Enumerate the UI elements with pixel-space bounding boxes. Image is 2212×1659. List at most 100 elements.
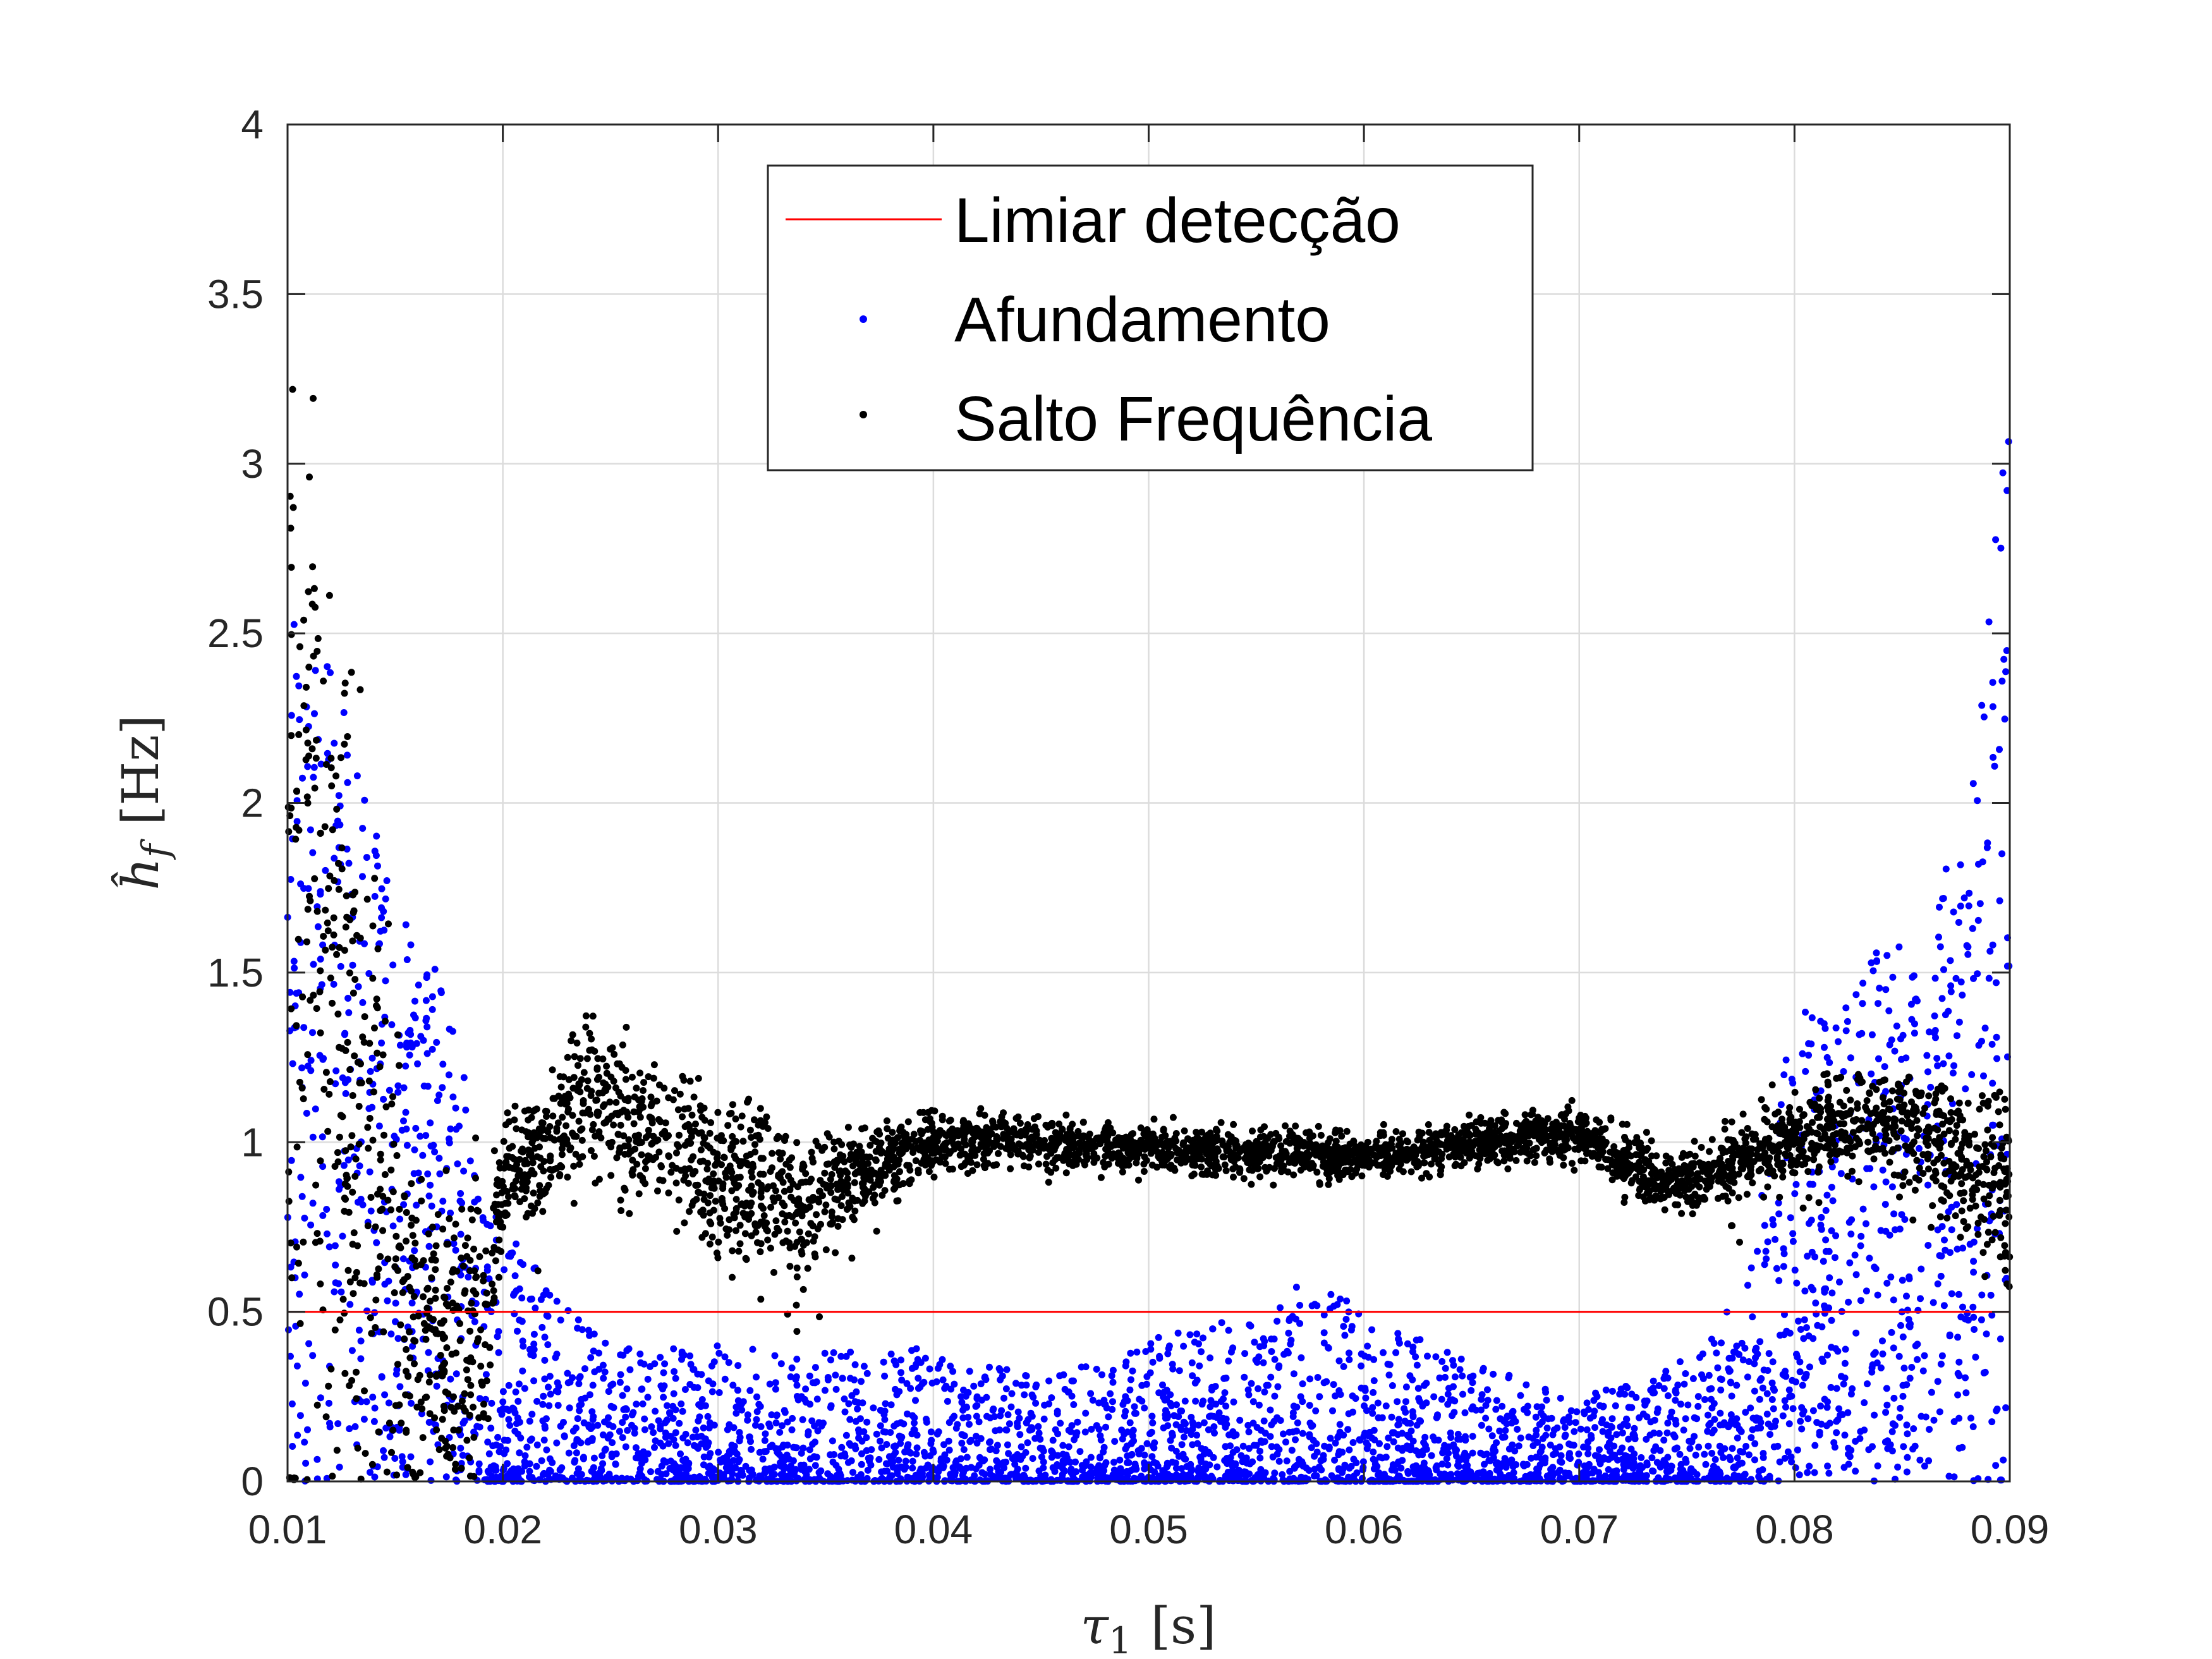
afundamento-point — [1289, 1413, 1297, 1420]
afundamento-point — [700, 1424, 707, 1431]
afundamento-point — [574, 1437, 581, 1444]
afundamento-point — [952, 1425, 960, 1432]
afundamento-point — [1419, 1447, 1427, 1454]
afundamento-point — [882, 1400, 889, 1407]
afundamento-point — [1989, 679, 1996, 686]
afundamento-point — [538, 1323, 546, 1331]
afundamento-point — [1363, 1407, 1370, 1414]
afundamento-point — [359, 1201, 367, 1208]
afundamento-point — [1169, 1430, 1176, 1437]
afundamento-point — [1433, 1462, 1440, 1469]
afundamento-point — [363, 1398, 370, 1406]
afundamento-point — [732, 1409, 740, 1417]
afundamento-point — [1978, 1291, 1986, 1299]
afundamento-point — [1102, 1401, 1109, 1408]
salto-frequencia-point — [729, 1273, 736, 1281]
afundamento-point — [1988, 1311, 1996, 1319]
afundamento-point — [960, 1387, 967, 1394]
afundamento-point — [661, 1360, 669, 1368]
afundamento-point — [818, 1476, 825, 1484]
afundamento-point — [1335, 1357, 1343, 1364]
afundamento-point — [1914, 1306, 1922, 1314]
afundamento-point — [1006, 1420, 1013, 1428]
afundamento-point — [1857, 1297, 1864, 1304]
afundamento-point — [1531, 1474, 1538, 1481]
afundamento-point — [1484, 1386, 1491, 1394]
afundamento-point — [842, 1431, 850, 1439]
afundamento-point — [367, 1067, 374, 1075]
afundamento-point — [681, 1464, 688, 1472]
afundamento-point — [1040, 1415, 1048, 1423]
salto-frequencia-point — [1739, 1110, 1747, 1118]
afundamento-point — [1522, 1381, 1530, 1389]
afundamento-point — [594, 1421, 602, 1429]
afundamento-point — [973, 1433, 980, 1440]
afundamento-point — [1713, 1349, 1720, 1357]
afundamento-point — [1141, 1451, 1148, 1459]
afundamento-point — [1763, 1411, 1771, 1418]
afundamento-point — [446, 1025, 453, 1033]
afundamento-point — [1060, 1371, 1067, 1378]
afundamento-point — [746, 1433, 753, 1441]
afundamento-point — [1000, 1394, 1007, 1402]
afundamento-point — [317, 1394, 324, 1402]
salto-frequencia-point — [1736, 1239, 1743, 1246]
afundamento-point — [670, 1460, 678, 1468]
salto-frequencia-point — [446, 1215, 453, 1222]
afundamento-point — [1955, 1358, 1963, 1366]
afundamento-point — [655, 1417, 662, 1425]
afundamento-point — [1986, 947, 1994, 955]
afundamento-point — [1785, 1420, 1793, 1428]
afundamento-point — [1260, 1335, 1267, 1342]
afundamento-point — [2002, 1404, 2010, 1411]
afundamento-point — [1945, 1473, 1953, 1480]
afundamento-point — [1225, 1358, 1232, 1364]
afundamento-point — [607, 1382, 615, 1389]
afundamento-point — [684, 1439, 691, 1447]
afundamento-point — [1780, 1071, 1788, 1079]
afundamento-point — [392, 1299, 399, 1307]
afundamento-point — [838, 1443, 846, 1451]
afundamento-point — [386, 1086, 393, 1094]
afundamento-point — [1014, 1423, 1021, 1430]
afundamento-point — [1469, 1403, 1476, 1411]
afundamento-point — [314, 923, 322, 930]
afundamento-point — [1993, 979, 2000, 987]
afundamento-point — [1876, 985, 1883, 992]
afundamento-point — [537, 1296, 545, 1303]
afundamento-point — [544, 1341, 552, 1349]
afundamento-point — [726, 1462, 734, 1469]
afundamento-point — [368, 1054, 376, 1062]
afundamento-point — [1552, 1449, 1560, 1457]
afundamento-point — [1549, 1464, 1557, 1471]
afundamento-point — [1109, 1406, 1116, 1413]
afundamento-point — [1811, 1469, 1818, 1476]
afundamento-point — [1442, 1364, 1449, 1372]
afundamento-point — [1841, 1359, 1849, 1367]
afundamento-point — [1462, 1476, 1470, 1484]
afundamento-point — [966, 1368, 973, 1375]
afundamento-point — [1050, 1451, 1058, 1459]
afundamento-point — [1861, 1426, 1868, 1434]
afundamento-point — [371, 1404, 379, 1412]
afundamento-point — [777, 1360, 785, 1368]
afundamento-point — [1449, 1357, 1456, 1364]
afundamento-point — [1694, 1402, 1702, 1410]
afundamento-point — [1892, 1226, 1899, 1234]
afundamento-point — [319, 1133, 326, 1141]
afundamento-point — [445, 1071, 453, 1079]
afundamento-point — [530, 1340, 538, 1348]
afundamento-point — [1852, 991, 1860, 999]
afundamento-point — [1567, 1455, 1574, 1462]
afundamento-point — [1454, 1435, 1462, 1443]
afundamento-point — [1705, 1371, 1713, 1379]
afundamento-point — [854, 1405, 861, 1413]
afundamento-point — [1664, 1392, 1672, 1399]
salto-frequencia-point — [757, 1105, 764, 1112]
afundamento-point — [1222, 1375, 1230, 1382]
afundamento-point — [311, 710, 318, 717]
afundamento-point — [540, 1392, 547, 1400]
afundamento-point — [1603, 1421, 1610, 1429]
afundamento-point — [1823, 1404, 1831, 1411]
salto-frequencia-point — [813, 1211, 820, 1218]
